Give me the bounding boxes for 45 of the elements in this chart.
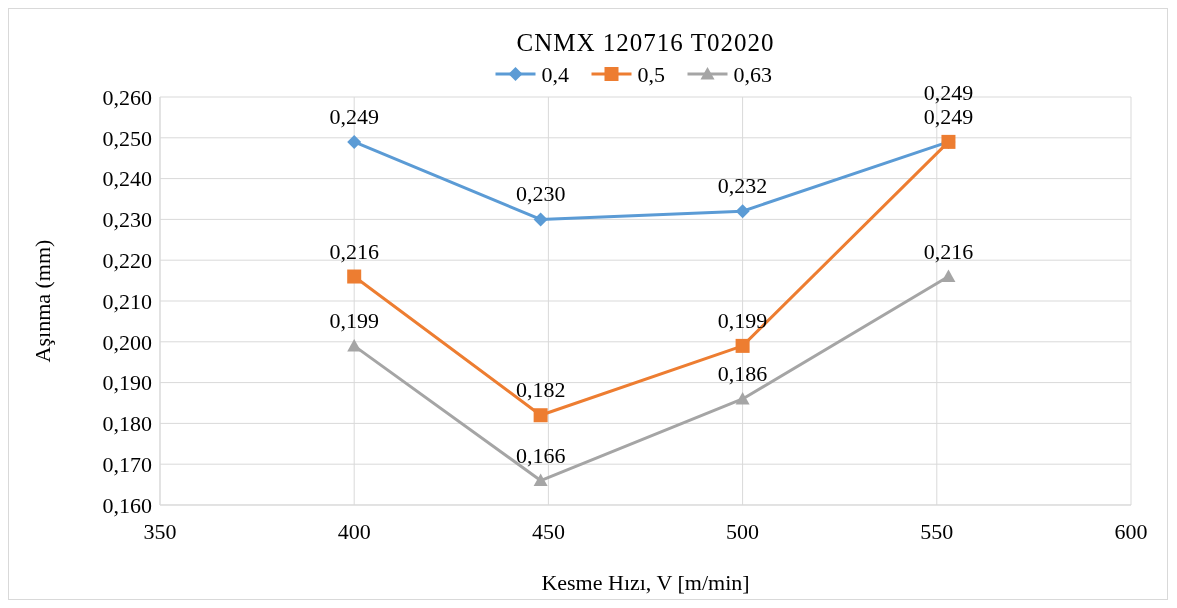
data-label: 0,249 [923, 79, 974, 105]
x-tick-label: 500 [726, 519, 760, 544]
x-tick-label: 600 [1114, 519, 1148, 544]
point [347, 338, 362, 352]
y-tick-label: 0,220 [102, 247, 152, 273]
point [941, 269, 956, 283]
y-tick-label: 0,160 [102, 492, 152, 518]
chart-title: CNMX 120716 T02020 [516, 29, 775, 56]
point [735, 338, 750, 353]
y-tick-label: 0,180 [102, 411, 152, 437]
legend-label: 0,5 [637, 61, 665, 87]
point [533, 212, 548, 227]
data-label: 0,199 [329, 307, 379, 333]
y-tick-label: 0,170 [102, 451, 152, 477]
y-tick-label: 0,200 [102, 329, 152, 355]
x-tick-label: 450 [531, 519, 565, 544]
y-tick-label: 0,260 [102, 84, 152, 110]
data-label: 0,166 [515, 442, 566, 468]
data-label: 0,232 [717, 173, 768, 199]
data-label: 0,216 [329, 238, 379, 264]
data-label: 0,186 [717, 360, 768, 386]
legend-label: 0,4 [541, 61, 569, 87]
x-tick-label: 400 [337, 519, 371, 544]
data-label: 0,249 [923, 103, 974, 129]
data-label: 0,216 [923, 238, 974, 264]
y-tick-label: 0,210 [102, 288, 152, 314]
point [735, 204, 750, 219]
point [735, 391, 750, 405]
y-tick-label: 0,240 [102, 166, 152, 192]
x-tick-label: 550 [920, 519, 954, 544]
y-axis-title: Aşınma (mm) [30, 239, 55, 363]
data-label: 0,199 [717, 307, 768, 333]
x-axis-title: Kesme Hızı, V [m/min] [541, 570, 750, 595]
y-tick-label: 0,250 [102, 125, 152, 151]
point [533, 473, 548, 487]
data-label: 0,249 [329, 103, 379, 129]
y-tick-label: 0,230 [102, 207, 152, 233]
point [347, 134, 362, 149]
point [533, 408, 548, 423]
data-label: 0,230 [515, 181, 566, 207]
data-label: 0,182 [515, 377, 566, 403]
x-tick-label: 350 [143, 519, 177, 544]
legend-label: 0,63 [733, 61, 772, 87]
y-tick-label: 0,190 [102, 370, 152, 396]
point [347, 269, 362, 284]
